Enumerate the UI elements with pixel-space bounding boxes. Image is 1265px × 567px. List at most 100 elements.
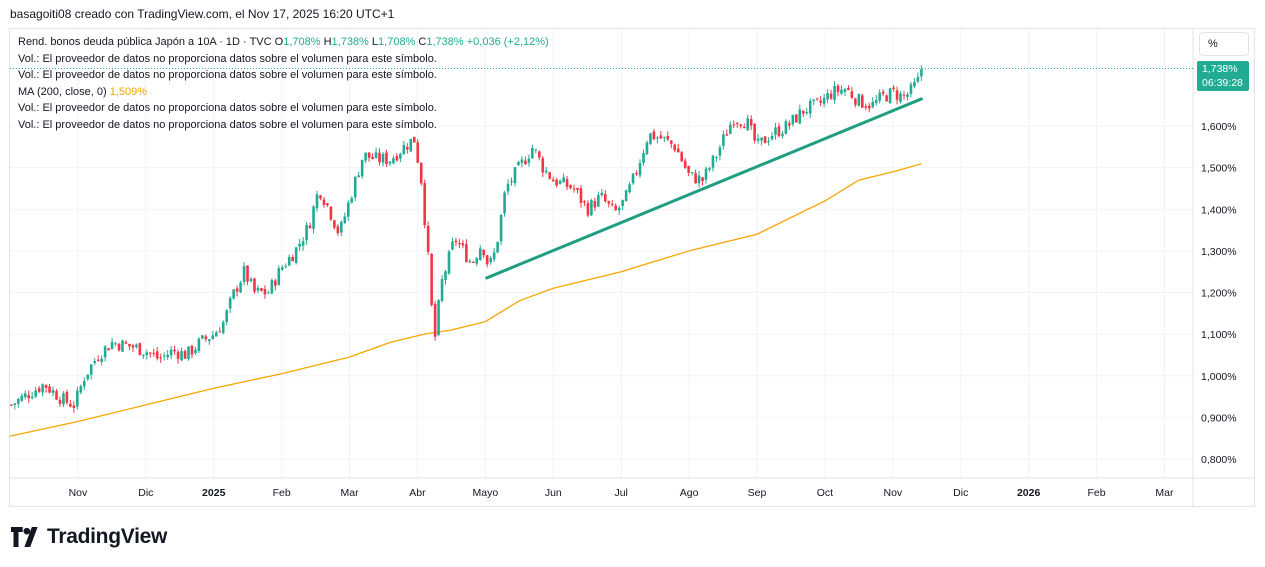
candle-body	[499, 214, 503, 242]
candle-body	[340, 221, 343, 233]
candle-body	[221, 321, 225, 334]
candle-body	[280, 267, 284, 270]
candle-body	[520, 159, 524, 163]
x-tick-label: Feb	[273, 487, 291, 499]
x-tick-label: Oct	[817, 487, 833, 499]
candle-body	[708, 168, 711, 170]
candle-body	[183, 350, 187, 359]
candle-body	[843, 88, 847, 92]
percent-scale-button[interactable]: %	[1199, 32, 1249, 56]
y-tick-label: 1,500%	[1201, 163, 1237, 175]
candle-body	[329, 206, 333, 220]
candle-body	[833, 85, 836, 100]
candle-body	[41, 384, 44, 393]
candle-body	[440, 278, 444, 302]
candle-body	[513, 167, 517, 184]
candle-body	[253, 278, 256, 292]
candle-body	[58, 400, 62, 404]
x-tick-label: Mar	[341, 487, 360, 499]
candle-body	[840, 89, 843, 94]
x-tick-label: Jun	[545, 487, 562, 499]
candle-body	[204, 336, 208, 340]
candle-body	[659, 135, 663, 139]
candle-body	[402, 144, 406, 155]
candle-body	[791, 114, 795, 125]
candle-body	[458, 243, 461, 245]
candle-body	[496, 241, 499, 253]
candle-body	[583, 201, 586, 203]
candle-body	[680, 152, 684, 162]
candle-body	[729, 124, 732, 134]
candle-body	[676, 148, 680, 153]
candle-body	[82, 381, 86, 387]
candle-body	[208, 339, 211, 342]
candle-body	[48, 386, 51, 393]
volume-message-2: Vol.: El proveedor de datos no proporcio…	[18, 69, 437, 81]
chart-frame	[9, 28, 1255, 507]
candle-body	[55, 391, 58, 400]
candle-body	[652, 131, 656, 140]
candle-body	[263, 289, 267, 295]
candle-body	[419, 162, 423, 184]
candle-body	[544, 170, 548, 173]
x-tick-label: Jul	[614, 487, 627, 499]
ohlc-close-label: C	[418, 36, 427, 48]
candle-body	[788, 123, 791, 126]
candle-body	[645, 142, 649, 155]
candle-body	[312, 206, 315, 229]
candle-body	[673, 144, 677, 151]
candle-body	[888, 88, 892, 103]
x-tick-label: Sep	[748, 487, 767, 499]
candle-body	[867, 105, 871, 109]
candle-body	[20, 395, 24, 401]
trendline-layer	[485, 97, 923, 280]
candle-body	[65, 391, 69, 403]
y-tick-label: 1,600%	[1201, 121, 1237, 133]
candle-body	[847, 88, 850, 91]
candle-body	[426, 225, 430, 252]
candle-body	[524, 160, 527, 165]
x-tick-label: Dic	[138, 487, 153, 499]
candle-body	[690, 172, 694, 174]
candle-body	[489, 257, 492, 263]
candle-body	[430, 253, 433, 305]
candle-body	[159, 357, 163, 359]
candle-body	[548, 172, 552, 179]
candle-body	[294, 247, 298, 263]
ma-indicator-row[interactable]: MA (200, close, 0) 1,509%	[18, 84, 549, 101]
candle-body	[194, 349, 197, 353]
candle-body	[381, 153, 385, 163]
candle-body	[774, 127, 777, 135]
candle-body	[444, 271, 447, 280]
candle-body	[628, 184, 631, 193]
x-tick-label: 2026	[1017, 487, 1041, 499]
candle-body	[614, 205, 618, 211]
candle-body	[704, 168, 708, 180]
candle-body	[510, 181, 513, 183]
candle-body	[805, 111, 809, 113]
candle-body	[79, 386, 83, 393]
candle-body	[562, 177, 565, 183]
x-tick-label: Feb	[1088, 487, 1106, 499]
candle-body	[34, 390, 37, 397]
candle-body	[603, 194, 607, 202]
candle-body	[180, 351, 183, 361]
tradingview-logo[interactable]: TradingView	[11, 524, 167, 550]
ohlc-low-label: L	[371, 36, 379, 48]
candle-body	[277, 268, 281, 286]
candle-body	[749, 118, 753, 126]
candle-body	[117, 343, 121, 351]
candle-body	[433, 303, 437, 337]
candle-body	[669, 140, 673, 144]
x-tick-label: Nov	[69, 487, 88, 499]
candle-body	[485, 255, 489, 265]
candle-body	[121, 340, 124, 352]
candle-body	[392, 158, 395, 164]
symbol-title[interactable]: Rend. bonos deuda pública Japón a 10A · …	[18, 36, 272, 48]
candle-body	[451, 241, 454, 250]
candle-body	[503, 192, 506, 214]
candle-body	[322, 199, 326, 206]
candle-body	[114, 343, 117, 345]
support-trendline	[485, 97, 923, 280]
